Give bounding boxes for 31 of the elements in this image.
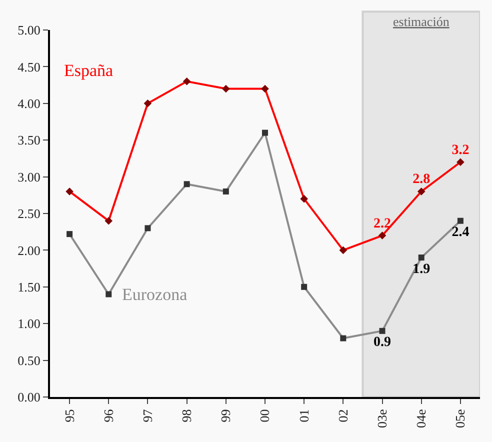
data-label: 2.2 xyxy=(374,216,392,232)
x-tick-label: 95 xyxy=(62,409,77,422)
y-tick-label: 3.50 xyxy=(18,132,40,148)
x-tick-label: 99 xyxy=(218,409,234,422)
x-tick-label: 97 xyxy=(140,408,155,422)
data-label: 2.8 xyxy=(412,172,430,188)
y-tick-label: 1.50 xyxy=(18,279,40,294)
y-tick-label: 5.00 xyxy=(18,22,40,38)
y-tick-label: 0.00 xyxy=(18,390,40,405)
y-tick-label: 4.00 xyxy=(18,96,40,111)
data-label: 2.4 xyxy=(452,225,470,240)
x-tick-label: 02 xyxy=(335,409,350,422)
x-tick-label: 05e xyxy=(452,408,468,428)
y-tick-label: 0.50 xyxy=(18,352,40,368)
data-label: 3.2 xyxy=(452,142,470,158)
y-tick-label: 2.50 xyxy=(18,206,40,222)
x-tick-label: 98 xyxy=(179,409,194,422)
data-label: 0.9 xyxy=(374,335,392,350)
y-tick-label: 2.00 xyxy=(18,242,40,258)
y-tick-label: 1.00 xyxy=(18,316,40,332)
x-tick-label: 00 xyxy=(257,409,272,422)
band-label: estimación xyxy=(393,14,450,29)
text: España xyxy=(64,61,114,80)
x-tick-label: 96 xyxy=(100,408,116,422)
x-tick-label: 03e xyxy=(374,408,390,428)
data-label: 1.9 xyxy=(412,262,430,277)
y-tick-label: 3.00 xyxy=(18,169,40,184)
x-tick-label: 04e xyxy=(414,408,429,428)
x-tick-label: 01 xyxy=(296,409,312,422)
y-tick-label: 4.50 xyxy=(18,59,40,74)
series-label: Eurozona xyxy=(122,285,188,304)
